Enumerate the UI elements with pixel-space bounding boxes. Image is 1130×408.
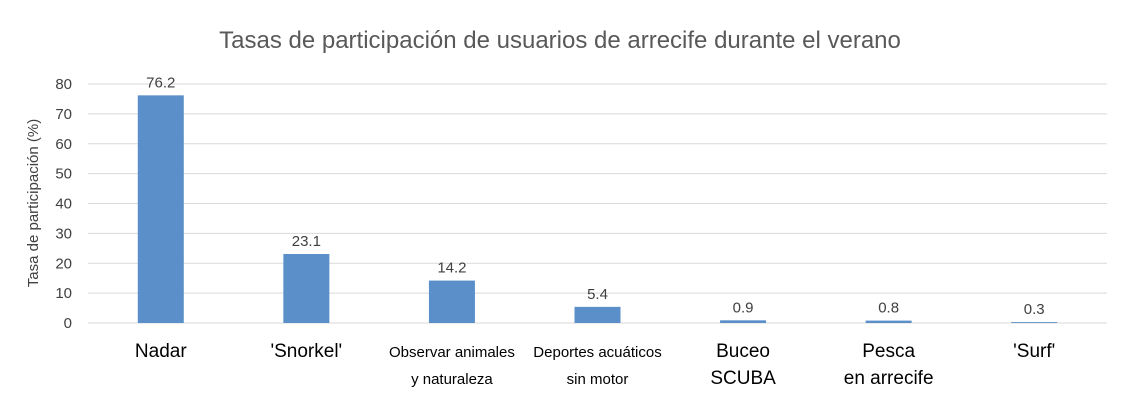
- gridlines: [88, 83, 1107, 324]
- x-tick-label: 'Snorkel': [271, 341, 343, 362]
- data-label: 76.2: [146, 74, 175, 91]
- data-label: 14.2: [437, 260, 466, 277]
- data-label: 0.9: [733, 299, 754, 316]
- x-tick-label: Observar animales y naturaleza: [389, 344, 515, 388]
- x-tick-label: Nadar: [135, 341, 187, 362]
- bar: [720, 320, 767, 323]
- x-tick-label: Deportes acuáticos sin motor: [533, 344, 661, 388]
- data-label: 0.8: [878, 300, 899, 317]
- y-axis-label: Tasa de participación (%): [25, 119, 42, 287]
- x-tick-label: Pesca en arrecife: [844, 341, 934, 389]
- data-labels: 76.2 23.1 14.2 5.4 0.9 0.8 0.3: [146, 74, 1044, 318]
- y-tick-label: 40: [55, 196, 72, 213]
- bar: [137, 95, 184, 323]
- y-tick-label: 80: [55, 76, 72, 93]
- data-label: 23.1: [292, 233, 321, 250]
- y-tick-label: 20: [55, 255, 72, 272]
- bar: [865, 320, 912, 323]
- bar: [283, 253, 330, 323]
- x-axis-labels: Nadar 'Snorkel' Observar animales y natural…: [135, 341, 1055, 389]
- y-tick-label: 70: [55, 106, 72, 123]
- y-tick-label: 60: [55, 136, 72, 153]
- y-axis-ticks: 0 10 20 30 40 50 60 70 80: [55, 76, 72, 332]
- x-tick-label: Buceo SCUBA: [710, 341, 776, 389]
- x-tick-label: 'Surf': [1013, 341, 1055, 362]
- y-tick-label: 50: [55, 166, 72, 183]
- y-tick-label: 10: [55, 285, 72, 302]
- bar: [428, 280, 475, 323]
- bar: [1011, 322, 1058, 323]
- data-label: 5.4: [587, 286, 608, 303]
- bars: [137, 95, 1058, 323]
- bar: [574, 306, 621, 323]
- data-label: 0.3: [1024, 301, 1045, 318]
- chart-title: Tasas de participación de usuarios de ar…: [219, 27, 901, 54]
- y-tick-label: 30: [55, 225, 72, 242]
- y-tick-label: 0: [64, 315, 72, 332]
